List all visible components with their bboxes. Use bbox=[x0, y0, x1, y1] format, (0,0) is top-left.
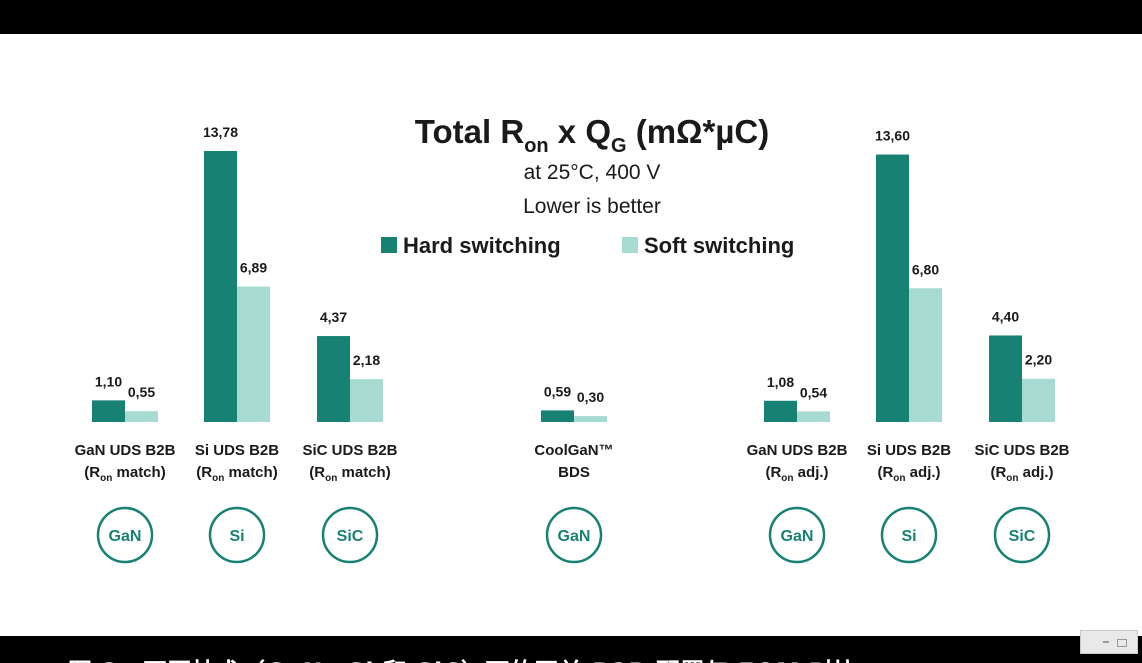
category-sublabel: BDS bbox=[558, 464, 590, 481]
category-label: SiC UDS B2B bbox=[974, 442, 1069, 459]
restore-icon bbox=[1117, 639, 1127, 647]
data-label-hard: 13,60 bbox=[875, 128, 910, 144]
data-label-hard: 4,40 bbox=[992, 308, 1019, 324]
chart-subtitle: at 25°C, 400 V bbox=[524, 161, 661, 184]
badge-label: GaN bbox=[109, 528, 142, 545]
data-label-soft: 0,54 bbox=[800, 384, 827, 400]
bar-hard bbox=[92, 400, 125, 422]
bar-soft bbox=[237, 286, 270, 422]
window-control-widget[interactable] bbox=[1080, 630, 1138, 654]
chart-title: Total Ron x QG (mΩ*µC) bbox=[415, 113, 769, 157]
data-label-soft: 2,20 bbox=[1025, 352, 1052, 368]
data-label-soft: 6,89 bbox=[240, 260, 267, 276]
category-sublabel: (Ron match) bbox=[196, 464, 277, 484]
technology-badge bbox=[96, 506, 154, 564]
technology-badge bbox=[768, 506, 826, 564]
badge-label: Si bbox=[229, 528, 244, 545]
category-label: GaN UDS B2B bbox=[747, 442, 848, 459]
data-label-soft: 2,18 bbox=[353, 352, 380, 368]
badge-label: GaN bbox=[558, 528, 591, 545]
data-label-hard: 4,37 bbox=[320, 309, 347, 325]
category-label: Si UDS B2B bbox=[867, 442, 951, 459]
minimize-icon bbox=[1103, 641, 1109, 643]
data-label-hard: 1,10 bbox=[95, 373, 122, 389]
badge-label: SiC bbox=[337, 528, 364, 545]
bar-soft bbox=[350, 379, 383, 422]
category-label: SiC UDS B2B bbox=[302, 442, 397, 459]
category-sublabel: (Ron adj.) bbox=[765, 464, 828, 484]
bottom-caption-bar: 图 2：不同技术（GaN、Si 和 SiC）下的开关 B2B 配置与 FOM 对… bbox=[0, 636, 1142, 663]
category-label: Si UDS B2B bbox=[195, 442, 279, 459]
technology-badge bbox=[321, 506, 379, 564]
data-label-soft: 6,80 bbox=[912, 261, 939, 277]
bar-soft bbox=[909, 288, 942, 422]
data-label-soft: 0,30 bbox=[577, 389, 604, 405]
bar-hard bbox=[317, 336, 350, 422]
badge-label: Si bbox=[901, 528, 916, 545]
badge-label: GaN bbox=[781, 528, 814, 545]
data-label-hard: 1,08 bbox=[767, 374, 794, 390]
bar-hard bbox=[764, 400, 797, 422]
technology-badge bbox=[545, 506, 603, 564]
technology-badge bbox=[993, 506, 1051, 564]
technology-badge bbox=[208, 506, 266, 564]
legend-label-hard: Hard switching bbox=[403, 233, 561, 258]
bar-soft bbox=[125, 411, 158, 422]
category-sublabel: (Ron match) bbox=[309, 464, 390, 484]
category-sublabel: (Ron adj.) bbox=[877, 464, 940, 484]
category-label: CoolGaN™ bbox=[534, 442, 613, 459]
bar-soft bbox=[574, 416, 607, 422]
bar-hard bbox=[876, 154, 909, 422]
data-label-hard: 13,78 bbox=[203, 124, 238, 140]
legend-label-soft: Soft switching bbox=[644, 233, 794, 258]
chart-subtitle-2: Lower is better bbox=[523, 195, 661, 218]
bar-chart: Total Ron x QG (mΩ*µC) at 25°C, 400 V Lowe… bbox=[75, 113, 1070, 564]
technology-badge bbox=[880, 506, 938, 564]
bar-hard bbox=[204, 151, 237, 422]
category-label: GaN UDS B2B bbox=[75, 442, 176, 459]
category-sublabel: (Ron match) bbox=[84, 464, 165, 484]
bar-hard bbox=[541, 410, 574, 422]
top-black-bar bbox=[0, 0, 1142, 34]
bar-hard bbox=[989, 335, 1022, 422]
legend-swatch-hard bbox=[381, 237, 397, 253]
figure-caption: 图 2：不同技术（GaN、Si 和 SiC）下的开关 B2B 配置与 FOM 对… bbox=[68, 652, 858, 663]
bar-soft bbox=[1022, 378, 1055, 422]
legend-swatch-soft bbox=[622, 237, 638, 253]
data-label-hard: 0,59 bbox=[544, 383, 571, 399]
bar-soft bbox=[797, 411, 830, 422]
badge-label: SiC bbox=[1009, 528, 1036, 545]
category-sublabel: (Ron adj.) bbox=[990, 464, 1053, 484]
data-label-soft: 0,55 bbox=[128, 384, 155, 400]
